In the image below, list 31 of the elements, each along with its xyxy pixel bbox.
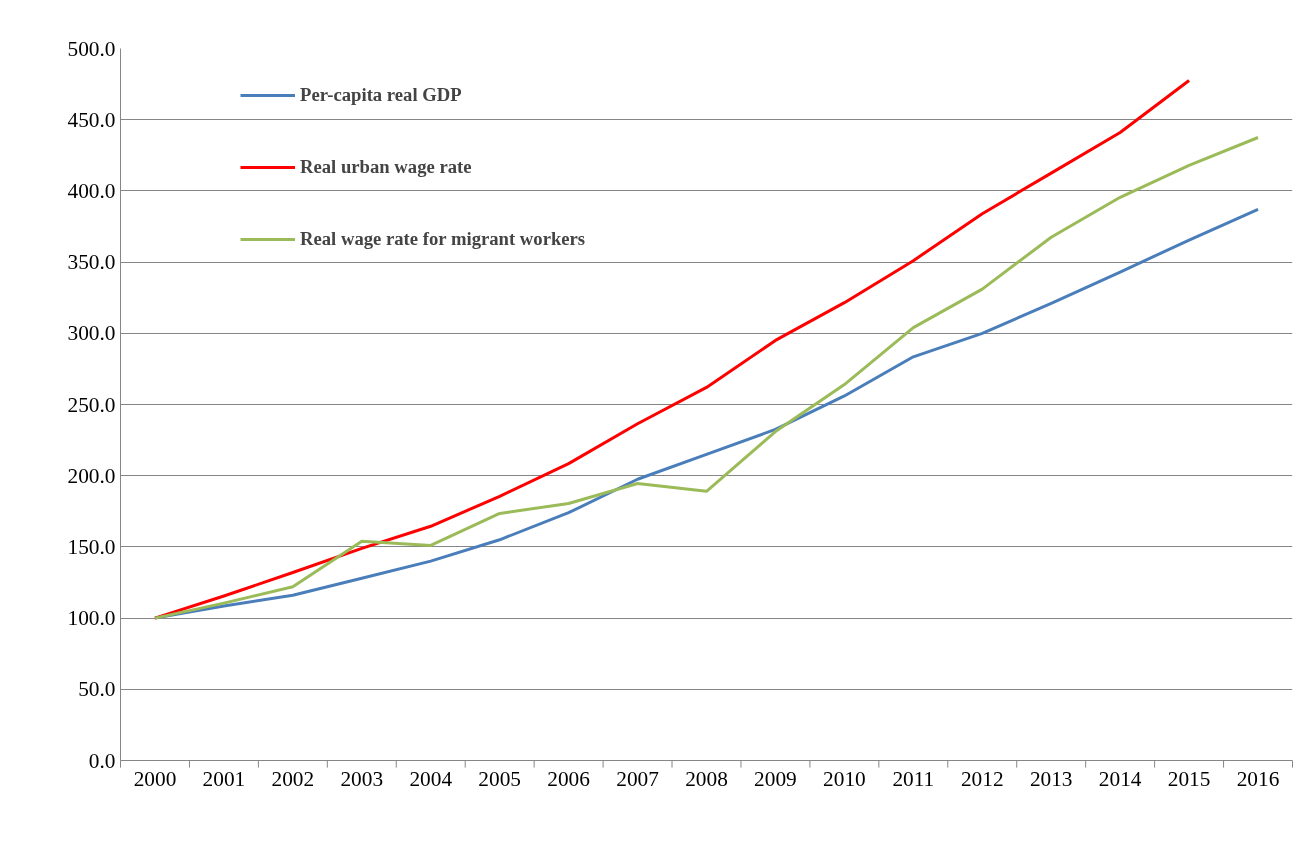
- y-tick-label: 300.0: [67, 321, 116, 346]
- y-tick-label: 450.0: [67, 107, 116, 132]
- x-tick-label: 2008: [685, 766, 728, 791]
- x-tick-label: 2004: [409, 766, 453, 791]
- legend-label: Real wage rate for migrant workers: [300, 228, 586, 250]
- legend-label: Per-capita real GDP: [300, 84, 462, 106]
- x-tick-label: 2013: [1029, 766, 1073, 791]
- x-tick-label: 2007: [616, 766, 660, 791]
- y-tick-label: 400.0: [67, 178, 116, 203]
- y-tick-label: 0.0: [88, 748, 116, 773]
- x-tick-label: 2002: [271, 766, 315, 791]
- x-tick-label: 2000: [133, 766, 177, 791]
- x-tick-label: 2003: [340, 766, 384, 791]
- y-tick-label: 500.0: [67, 36, 116, 61]
- x-tick-label: 2005: [478, 766, 521, 791]
- x-tick-label: 2009: [754, 766, 797, 791]
- legend-label: Real urban wage rate: [300, 156, 472, 178]
- x-tick-label: 2012: [960, 766, 1004, 791]
- x-tick-label: 2006: [547, 766, 591, 791]
- x-tick-label: 2014: [1098, 766, 1142, 791]
- x-tick-label: 2011: [892, 766, 935, 791]
- y-tick-label: 150.0: [67, 534, 116, 559]
- x-tick-label: 2016: [1236, 766, 1280, 791]
- x-tick-label: 2001: [202, 766, 246, 791]
- x-tick-label: 2015: [1167, 766, 1211, 791]
- y-tick-label: 350.0: [67, 250, 116, 275]
- x-tick-label: 2010: [823, 766, 866, 791]
- y-tick-label: 50.0: [78, 677, 116, 702]
- y-tick-label: 250.0: [67, 392, 116, 417]
- y-tick-label: 200.0: [67, 463, 116, 488]
- y-tick-label: 100.0: [67, 606, 116, 631]
